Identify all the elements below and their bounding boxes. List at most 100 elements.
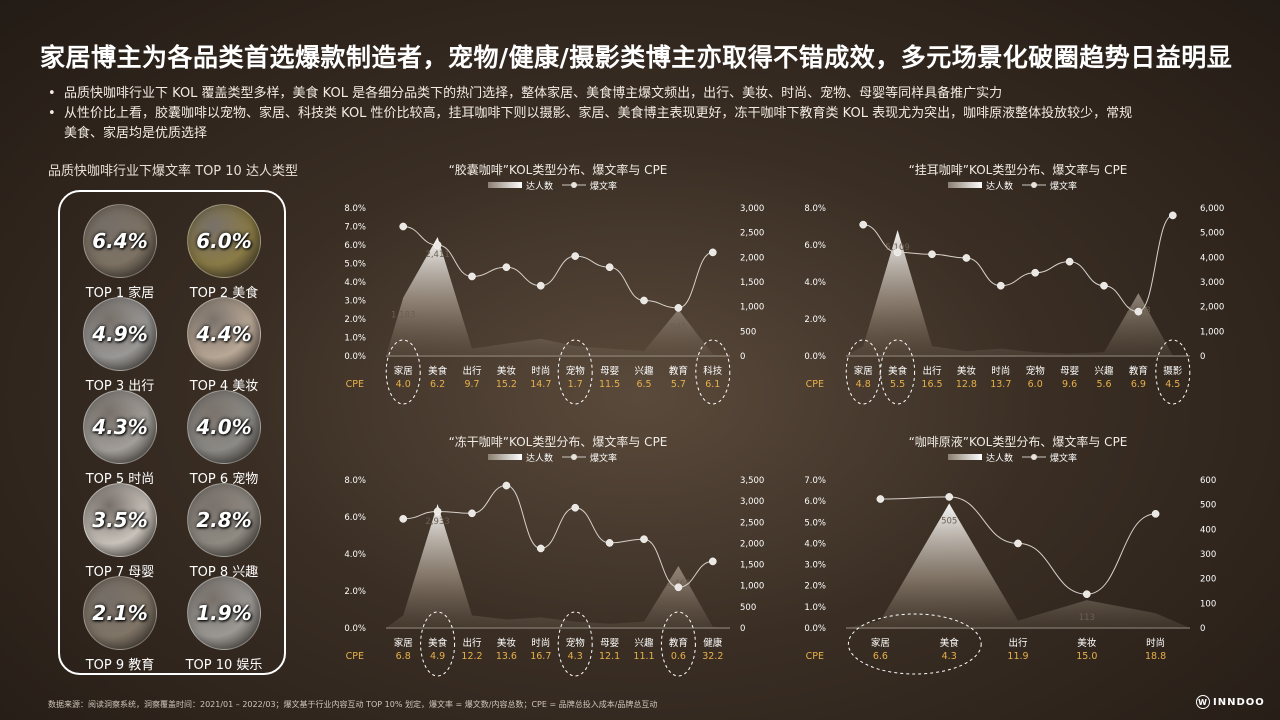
- cpe-value: 6.9: [1131, 379, 1146, 390]
- x-category-label: 兴趣: [634, 365, 654, 377]
- x-category-label: 时尚: [531, 637, 550, 649]
- y-left-tick: 0.0%: [804, 624, 826, 634]
- burst-rate-point: [605, 263, 614, 272]
- cpe-value: 11.1: [633, 651, 654, 662]
- cpe-value: 15.0: [1076, 651, 1097, 662]
- y-right-tick: 500: [740, 603, 756, 613]
- x-category-label: 时尚: [991, 365, 1010, 377]
- y-right-tick: 1,500: [740, 278, 764, 288]
- x-category-label: 兴趣: [634, 637, 654, 649]
- logo-mark-icon: W: [1196, 695, 1210, 709]
- cpe-value: 4.5: [1165, 379, 1180, 390]
- cpe-value: 1.7: [568, 379, 583, 390]
- burst-rate-point: [399, 515, 408, 523]
- highlight-ellipse: [385, 339, 421, 405]
- burst-rate-point: [1168, 211, 1177, 220]
- rank-label: TOP 7 母婴: [85, 565, 155, 580]
- burst-rate-point: [536, 544, 545, 553]
- y-left-tick: 2.0%: [344, 587, 366, 597]
- y-left-tick: 4.0%: [344, 278, 366, 288]
- y-left-tick: 5.0%: [344, 260, 366, 270]
- cpe-value: 4.9: [430, 651, 445, 662]
- cpe-value: 11.5: [599, 379, 620, 390]
- kol-count-area: [846, 229, 1190, 356]
- bullet-1: 品质快咖啡行业下 KOL 覆盖类型多样，美食 KOL 是各细分品类下的热门选择，…: [48, 84, 1238, 104]
- kol-count-label: 2,933: [425, 517, 449, 527]
- rank-label: TOP 4 美妆: [189, 379, 259, 394]
- chart-title: “冻干咖啡”KOL类型分布、爆文率与 CPE: [449, 434, 668, 449]
- kol-count-label: 2,411: [425, 250, 449, 260]
- cpe-value: 6.6: [873, 651, 888, 662]
- y-right-tick: 0: [740, 624, 745, 634]
- y-left-tick: 2.0%: [804, 582, 826, 592]
- y-left-tick: 8.0%: [804, 204, 826, 214]
- rank-label: TOP 2 美食: [189, 286, 259, 301]
- chart-title: “胶囊咖啡”KOL类型分布、爆文率与 CPE: [449, 162, 668, 177]
- kol-count-label: 505: [941, 516, 957, 526]
- rank-label: TOP 1 家居: [85, 286, 155, 301]
- cpe-row-label: CPE: [806, 379, 824, 390]
- category-photo-icon: 1.9%: [187, 576, 261, 650]
- y-left-tick: 4.0%: [804, 539, 826, 549]
- kol-count-label: 1,183: [391, 311, 415, 321]
- x-category-label: 美食: [888, 365, 908, 377]
- burst-rate-point: [859, 220, 868, 229]
- legend-dot-swatch: [1031, 454, 1037, 460]
- y-right-tick: 2,000: [740, 539, 764, 549]
- burst-rate-point: [1134, 307, 1143, 316]
- top-item-10: 1.9% TOP 10 娱乐: [169, 576, 279, 673]
- x-category-label: 出行: [1008, 637, 1028, 649]
- highlight-ellipse: [1155, 339, 1191, 405]
- highlight-ellipse: [880, 339, 916, 405]
- chart-title: “挂耳咖啡”KOL类型分布、爆文率与 CPE: [909, 162, 1128, 177]
- burst-rate-point: [996, 281, 1005, 290]
- y-left-tick: 6.0%: [804, 497, 826, 507]
- y-left-tick: 8.0%: [344, 204, 366, 214]
- burst-rate-point: [1082, 590, 1091, 599]
- top10-panel: 6.4% TOP 1 家居 6.0% TOP 2 美食 4.9% TOP 3 出行 4.4%…: [58, 190, 286, 675]
- cpe-value: 32.2: [702, 651, 723, 662]
- burst-rate-point: [640, 535, 648, 544]
- y-right-tick: 400: [1200, 525, 1216, 535]
- legend-dot-swatch: [571, 454, 577, 460]
- burst-rate-value: 4.9%: [92, 322, 148, 346]
- top-item-1: 6.4% TOP 1 家居: [65, 204, 175, 301]
- highlight-ellipse: [557, 611, 593, 677]
- brand-logo: W INNDOO: [1196, 695, 1265, 709]
- y-left-tick: 2.0%: [344, 315, 366, 325]
- summary-bullets: 品质快咖啡行业下 KOL 覆盖类型多样，美食 KOL 是各细分品类下的热门选择，…: [48, 84, 1238, 144]
- burst-rate-value: 4.4%: [196, 322, 252, 346]
- x-category-label: 教育: [669, 365, 688, 377]
- top-item-2: 6.0% TOP 2 美食: [169, 204, 279, 301]
- kol-count-label: 5,109: [885, 243, 909, 253]
- kol-count-label: 113: [1079, 613, 1095, 623]
- cpe-value: 12.1: [599, 651, 620, 662]
- x-category-label: 教育: [669, 637, 688, 649]
- highlight-ellipse: [847, 613, 982, 675]
- y-right-tick: 6,000: [1200, 204, 1224, 214]
- x-category-label: 家居: [854, 365, 873, 377]
- y-right-tick: 600: [1200, 476, 1216, 486]
- legend-kol-count: 达人数: [526, 452, 553, 464]
- burst-rate-point: [502, 481, 511, 490]
- burst-rate-value: 4.0%: [196, 415, 252, 439]
- burst-rate-line: [863, 214, 1173, 313]
- burst-rate-point: [708, 557, 717, 566]
- rank-label: TOP 10 娱乐: [185, 658, 263, 673]
- x-category-label: 家居: [871, 637, 890, 649]
- data-source-footnote: 数据来源：阅读洞察系统，洞察覆盖时间：2021/01 – 2022/03；爆文基…: [48, 700, 658, 709]
- legend-burst-rate: 爆文率: [590, 452, 617, 464]
- legend-area-swatch: [488, 182, 522, 188]
- rank-label: TOP 3 出行: [85, 379, 155, 394]
- burst-rate-point: [399, 222, 408, 231]
- x-category-label: 美食: [940, 637, 960, 649]
- cpe-value: 9.7: [464, 379, 479, 390]
- burst-rate-point: [708, 248, 717, 257]
- chart-capsule-coffee: “胶囊咖啡”KOL类型分布、爆文率与 CPE 达人数 爆文率 0.0% 1.0% 2.0%…: [340, 160, 780, 405]
- top-item-3: 4.9% TOP 3 出行: [65, 297, 175, 394]
- top-item-9: 2.1% TOP 9 教育: [65, 576, 175, 673]
- y-right-tick: 3,000: [1200, 278, 1224, 288]
- y-left-tick: 6.0%: [804, 241, 826, 251]
- highlight-ellipse: [660, 611, 696, 677]
- burst-rate-point: [674, 583, 683, 592]
